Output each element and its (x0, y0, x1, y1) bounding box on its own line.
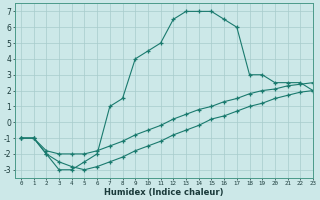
X-axis label: Humidex (Indice chaleur): Humidex (Indice chaleur) (104, 188, 224, 197)
